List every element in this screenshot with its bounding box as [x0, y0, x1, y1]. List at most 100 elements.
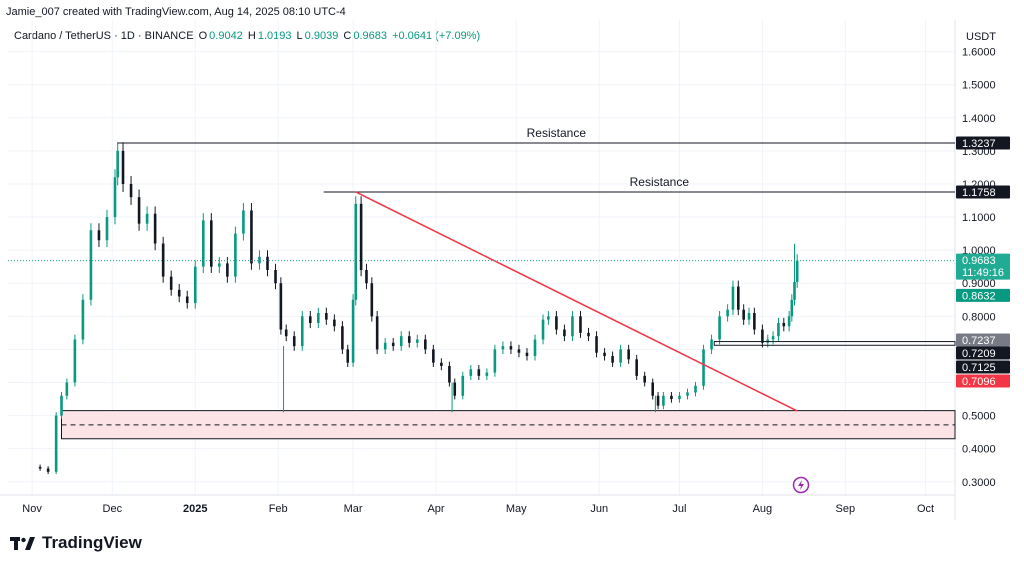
price-chart[interactable]: 0.30000.40000.50000.60000.70000.80000.90…: [0, 0, 1024, 520]
price-axis-label: [956, 136, 1010, 150]
candle-body: [790, 299, 794, 317]
price-axis-label: [956, 346, 1010, 360]
candle-body: [555, 316, 558, 330]
currency-label[interactable]: USDT: [966, 31, 996, 43]
candle-body: [284, 329, 288, 337]
x-tick-label: Jun: [590, 503, 608, 515]
candle-body: [415, 339, 419, 343]
candle-body: [635, 359, 638, 376]
candle-body: [105, 217, 109, 241]
y-tick-label: 0.4000: [962, 444, 996, 456]
x-tick-label: Sep: [836, 503, 856, 515]
candle-body: [563, 329, 566, 337]
candle-body: [161, 243, 165, 277]
candle-body: [129, 183, 133, 198]
candle-body: [383, 342, 387, 350]
candle-body: [292, 336, 296, 347]
candle-body: [753, 313, 756, 330]
candle-body: [619, 349, 622, 363]
price-axis-label-text: 0.7096: [962, 376, 996, 388]
x-tick-label: Oct: [917, 503, 934, 515]
y-tick-label: 0.9000: [962, 278, 996, 290]
candle-body: [432, 349, 435, 363]
price-axis-label: [956, 333, 1010, 347]
price-axis-label-text: 0.9683: [962, 255, 996, 267]
range-box: [713, 341, 956, 346]
candle-body: [121, 150, 125, 184]
candle-body: [662, 395, 665, 406]
lightning-icon[interactable]: [792, 476, 810, 494]
candle-body: [391, 342, 395, 347]
y-tick-label: 1.1000: [962, 212, 996, 224]
candle-body: [710, 339, 713, 350]
candle-body: [185, 296, 189, 304]
candle-body: [145, 213, 149, 224]
candle-body: [501, 346, 505, 350]
candle-body: [533, 339, 537, 357]
candle-body: [407, 336, 411, 343]
close-label: C: [343, 30, 352, 42]
candle-body: [678, 395, 681, 400]
candle-body: [370, 283, 374, 317]
price-axis-label: [956, 288, 1010, 302]
price-axis-label-text: 0.7237: [962, 335, 996, 347]
candle-body: [65, 382, 69, 396]
candle-body: [333, 319, 336, 327]
candle-body: [525, 352, 529, 357]
open-label: O: [198, 30, 208, 42]
candle-body: [113, 177, 117, 218]
candle-body: [97, 230, 101, 241]
countdown-label-text: 11:49:16: [962, 267, 1004, 279]
high-label: H: [247, 30, 256, 42]
candle-body: [702, 349, 705, 386]
candle-body: [300, 316, 304, 347]
chart-attribution: Jamie_007 created with TradingView.com, …: [6, 6, 346, 18]
candle-body: [317, 313, 320, 323]
candle-body: [603, 352, 606, 357]
x-tick-label: Jul: [672, 503, 686, 515]
y-tick-label: 0.5000: [962, 411, 996, 423]
candle-body: [509, 346, 513, 350]
candle-body: [169, 276, 173, 290]
candle-body: [787, 316, 791, 327]
y-tick-label: 0.3000: [962, 477, 996, 489]
symbol-name[interactable]: Cardano / TetherUS · 1D · BINANCE: [14, 30, 194, 42]
price-axis-label: [956, 374, 1010, 388]
low-value: 0.9039: [304, 30, 339, 42]
candle-body: [453, 382, 457, 396]
candle-body: [777, 322, 780, 337]
candle-body: [210, 220, 213, 267]
candle-body: [81, 299, 85, 340]
candle-body: [177, 289, 181, 297]
candle-body: [137, 197, 141, 224]
candle-body: [477, 369, 481, 376]
candle-body: [761, 329, 764, 343]
x-tick-label: 2025: [183, 503, 207, 515]
candle-body: [234, 233, 237, 277]
candle-body: [517, 349, 521, 353]
candle-body: [308, 316, 312, 323]
candle-body: [579, 316, 582, 333]
candle-body: [793, 281, 796, 300]
descending-trendline: [355, 191, 798, 412]
candle-body: [258, 256, 261, 264]
candle-body: [73, 339, 77, 383]
candle-body: [670, 395, 673, 400]
candle-body: [747, 313, 751, 320]
candle-body: [201, 220, 205, 267]
candle-body: [399, 336, 403, 347]
resistance-label: Resistance: [527, 126, 587, 140]
price-axis-label-text: 1.1758: [962, 187, 996, 199]
candle-body: [627, 349, 630, 360]
candle-body: [266, 256, 269, 270]
candle-body: [116, 150, 119, 178]
candle-body: [341, 326, 344, 350]
tradingview-logo-icon: [10, 537, 35, 550]
price-axis-label-text: 0.7209: [962, 348, 996, 360]
tradingview-logo-text: TradingView: [42, 533, 142, 552]
candle-body: [365, 270, 368, 284]
candle-body: [541, 319, 545, 340]
high-value: 1.0193: [257, 30, 292, 42]
candle-body: [656, 395, 660, 406]
candle-body: [448, 365, 451, 383]
